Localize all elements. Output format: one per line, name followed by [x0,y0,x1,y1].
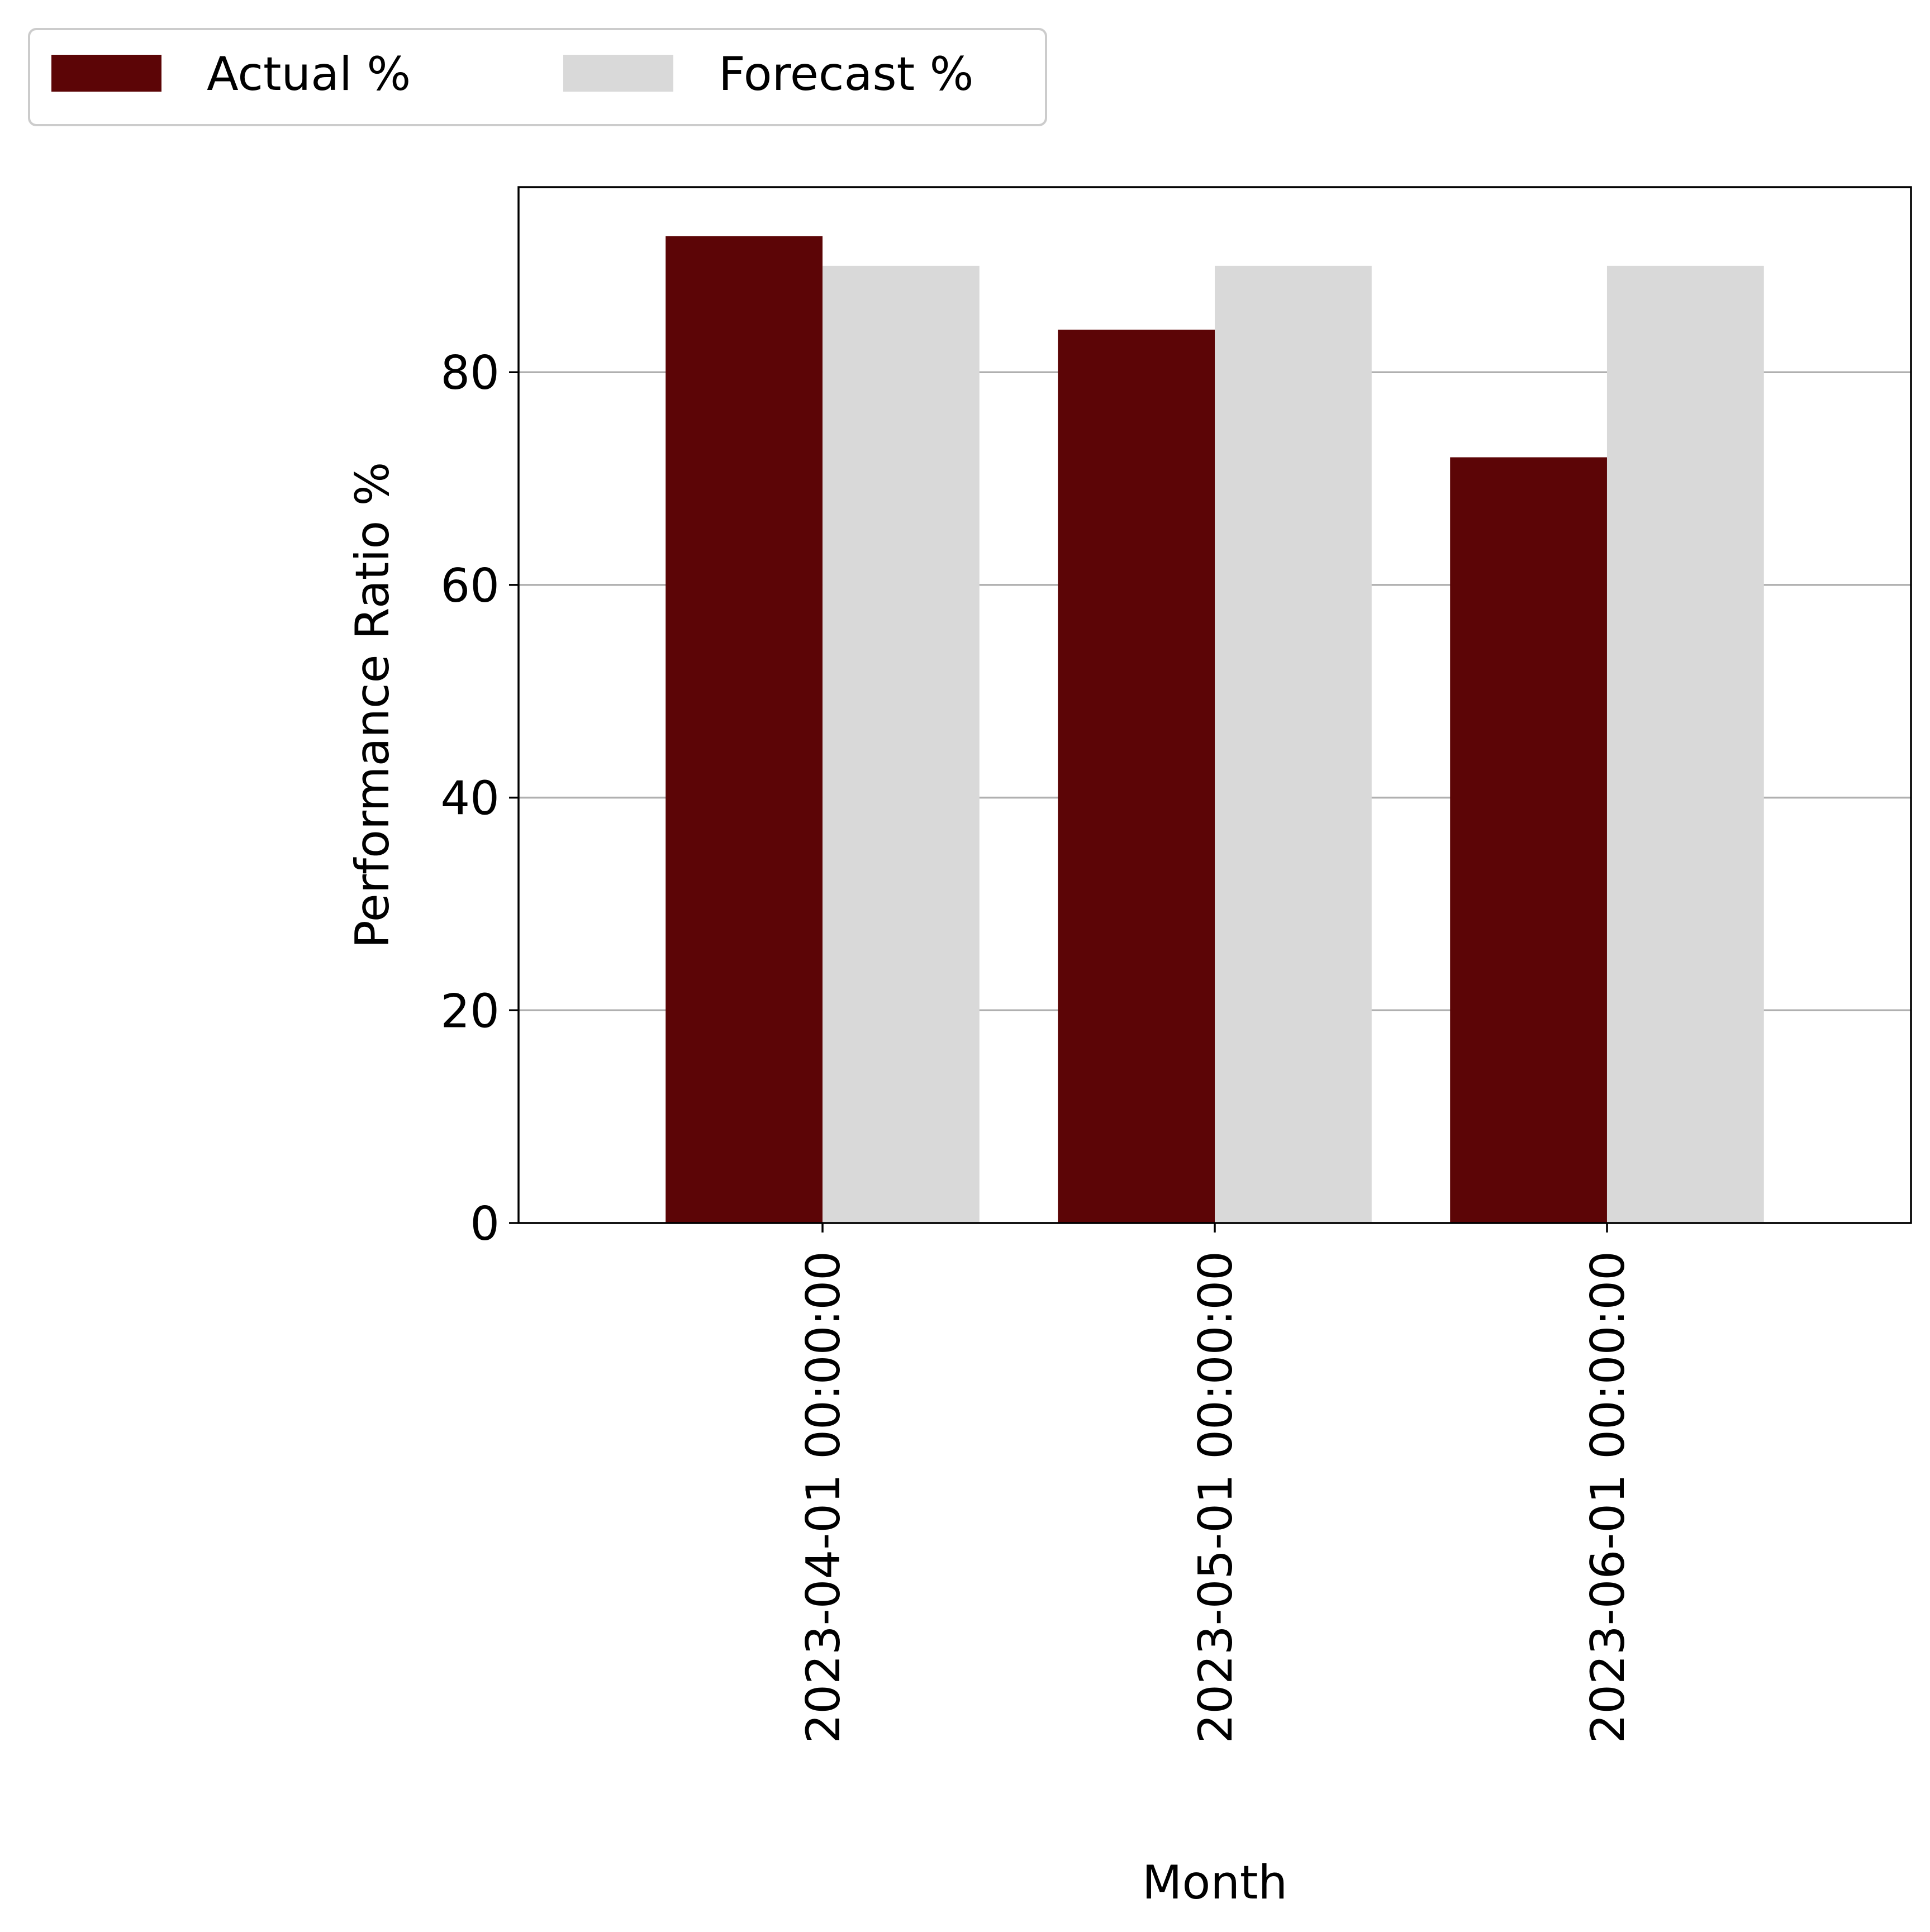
bar-actual [665,236,823,1224]
legend-swatch-forecast [563,55,673,92]
y-tick-label: 0 [470,1197,500,1251]
legend-swatch-actual [51,55,161,92]
legend-frame [28,28,1047,126]
y-axis-label: Performance Ratio % [345,462,400,949]
y-tick-label: 40 [440,772,500,826]
legend-entries: Actual % Forecast % [51,47,973,101]
x-axis-label: Month [1142,1855,1287,1910]
y-tick-label: 20 [440,984,500,1038]
legend-label-forecast: Forecast % [719,47,973,101]
bars [665,236,1764,1224]
legend-label-actual: Actual % [207,47,411,101]
x-axis-ticks: 2023-04-01 00:00:00 2023-05-01 00:00:00 20… [796,1223,1635,1744]
x-tick-label: 2023-04-01 00:00:00 [796,1251,850,1744]
bar-forecast [1606,265,1764,1224]
bar-actual [1450,457,1607,1224]
y-tick-label: 60 [440,559,500,613]
y-tick-label: 80 [440,346,500,400]
bar-actual [1058,330,1215,1223]
bar-forecast [823,265,980,1224]
bar-forecast [1215,265,1372,1224]
x-tick-label: 2023-06-01 00:00:00 [1581,1251,1635,1744]
y-axis-ticks: 0 20 40 60 80 [440,346,519,1251]
legend: Actual % Forecast % [28,28,1047,126]
x-tick-label: 2023-05-01 00:00:00 [1189,1251,1243,1744]
